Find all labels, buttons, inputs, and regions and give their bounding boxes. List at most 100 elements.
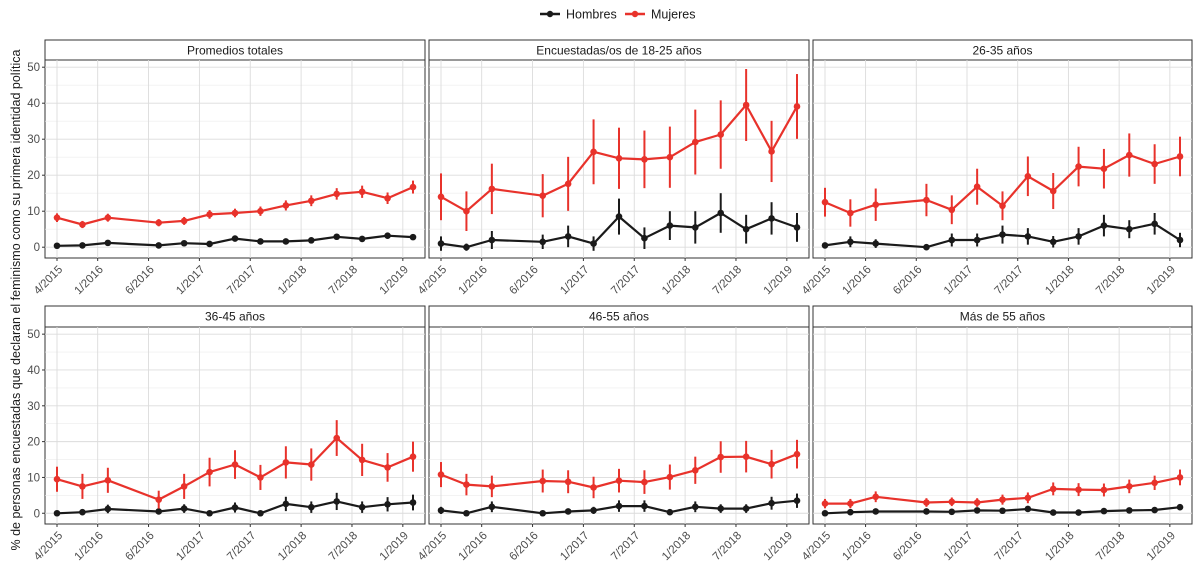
data-point <box>999 202 1006 210</box>
x-tick-label: 1/2018 <box>660 530 693 563</box>
y-tick-label: 10 <box>27 206 40 218</box>
series-mujeres <box>821 133 1184 227</box>
data-point <box>1151 506 1158 514</box>
x-tick-label: 6/2016 <box>891 264 924 297</box>
panel-1: Promedios totales 0 10 20 30 40 50 4/2015 1/2016… <box>27 39 426 297</box>
data-point <box>231 461 239 468</box>
x-tick-label: 6/2016 <box>507 530 540 563</box>
data-point <box>333 498 341 505</box>
series-hombres <box>821 503 1184 517</box>
data-point <box>155 242 163 249</box>
data-point <box>488 503 496 511</box>
data-point <box>463 207 470 215</box>
data-point <box>717 505 725 512</box>
x-tick-label: 4/2015 <box>416 264 449 297</box>
data-point <box>437 193 445 201</box>
series-line <box>825 476 1181 505</box>
x-tick-label: 4/2015 <box>800 264 833 297</box>
x-tick-label: 1/2018 <box>276 264 309 297</box>
data-point <box>793 103 801 110</box>
series-line <box>824 222 1181 249</box>
data-point <box>923 508 930 515</box>
data-point <box>948 206 956 214</box>
data-point <box>742 505 750 512</box>
data-point <box>180 239 188 247</box>
x-tick-label: 1/2019 <box>378 530 411 563</box>
legend-marker-mujeres <box>631 10 639 18</box>
data-point <box>257 474 264 481</box>
series-hombres <box>821 213 1184 251</box>
data-point <box>437 507 445 514</box>
data-point <box>768 499 775 507</box>
x-tick-label: 7/2017 <box>993 264 1026 297</box>
plot-area <box>44 59 426 259</box>
data-point <box>282 500 290 508</box>
data-point <box>488 185 496 193</box>
data-point <box>257 509 264 517</box>
series-mujeres <box>53 420 417 509</box>
data-point <box>1100 165 1108 173</box>
panel-4: 36-45 años 0 10 20 30 40 50 4/2015 1/2016 6/2016 1… <box>27 305 426 563</box>
x-tick-label: 6/2016 <box>891 530 924 563</box>
data-point <box>1024 494 1032 502</box>
x-tick-label: 6/2016 <box>123 530 156 563</box>
series-line <box>440 103 798 213</box>
data-point <box>1151 479 1158 487</box>
data-point <box>206 240 213 248</box>
data-point <box>564 180 572 188</box>
x-tick-label: 1/2019 <box>1145 530 1178 563</box>
x-tick-label: 1/2018 <box>1043 264 1076 297</box>
data-point <box>717 453 725 461</box>
data-point <box>847 500 854 507</box>
data-point <box>1075 163 1082 170</box>
data-point <box>821 500 829 507</box>
data-point <box>463 481 470 488</box>
data-point <box>1049 509 1057 516</box>
x-tick-label: 1/2016 <box>840 530 873 563</box>
series-hombres <box>53 492 417 517</box>
data-point <box>1075 486 1082 493</box>
data-point <box>539 509 547 517</box>
data-point <box>206 468 213 476</box>
data-point <box>104 239 112 247</box>
y-tick-label: 30 <box>27 134 40 146</box>
data-point <box>872 508 880 515</box>
data-point <box>948 236 956 244</box>
data-point <box>104 505 112 513</box>
series-hombres <box>437 193 801 251</box>
x-tick-label: 4/2015 <box>800 530 833 563</box>
data-point <box>973 236 981 244</box>
panel-title: Promedios totales <box>187 44 283 58</box>
x-tick-label: 7/2017 <box>225 530 258 563</box>
legend-label-mujeres: Mujeres <box>651 8 695 22</box>
data-point <box>615 502 623 510</box>
x-tick-label: 1/2017 <box>942 264 975 297</box>
data-point <box>590 484 597 491</box>
panel-title: Encuestadas/os de 18-25 años <box>536 44 701 58</box>
data-point <box>307 237 315 244</box>
x-tick-label: 1/2017 <box>174 530 207 563</box>
data-point <box>282 202 290 209</box>
data-point <box>488 483 496 490</box>
data-point <box>206 509 213 517</box>
panel-6: Más de 55 años 4/2015 1/2016 6/2016 1/2017 7/… <box>800 305 1193 563</box>
data-point <box>793 497 801 505</box>
x-tick-label: 1/2016 <box>457 530 490 563</box>
y-tick-label: 20 <box>27 437 40 449</box>
panel-5: 46-55 años 4/2015 1/2016 6/2016 1/2017 7/2017… <box>416 305 810 563</box>
data-point <box>768 148 775 155</box>
data-point <box>717 209 725 217</box>
data-point <box>923 196 930 204</box>
y-tick-label: 50 <box>27 329 40 341</box>
y-tick-label: 20 <box>27 170 40 182</box>
x-tick-label: 1/2018 <box>660 264 693 297</box>
data-point <box>742 101 750 109</box>
panel-title: 26-35 años <box>972 44 1032 58</box>
series-hombres <box>437 493 801 517</box>
data-point <box>79 508 86 516</box>
x-tick-label: 1/2017 <box>558 530 591 563</box>
data-point <box>79 221 86 228</box>
panel-title: 46-55 años <box>589 310 649 324</box>
data-point <box>282 238 290 245</box>
